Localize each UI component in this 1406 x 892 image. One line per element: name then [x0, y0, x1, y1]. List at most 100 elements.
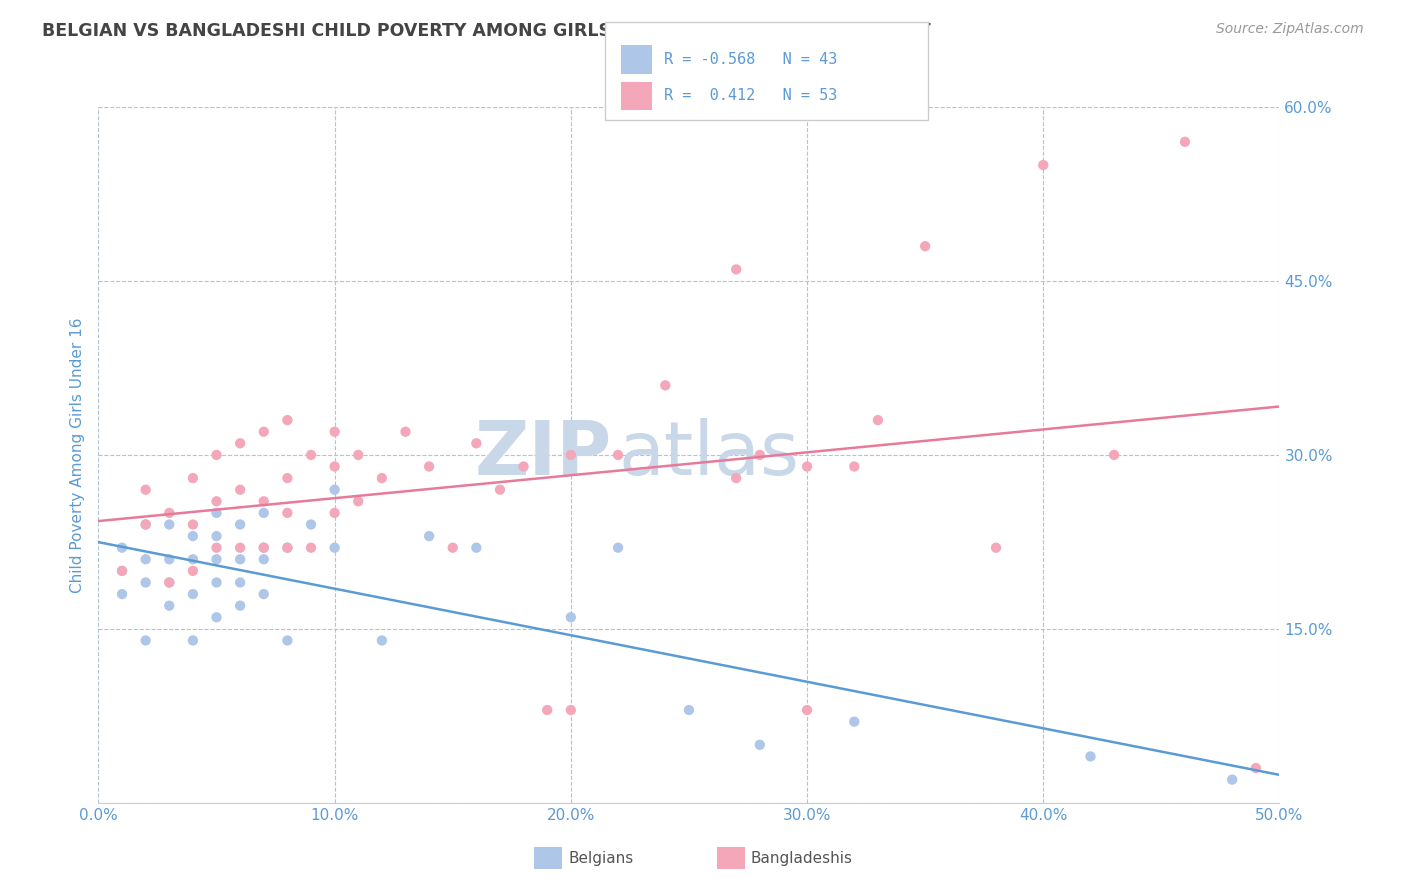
Point	[347, 448, 370, 462]
Point	[135, 517, 157, 532]
Point	[253, 552, 276, 566]
Point	[111, 564, 134, 578]
Point	[229, 517, 252, 532]
Point	[205, 448, 228, 462]
Point	[205, 506, 228, 520]
Point	[725, 262, 748, 277]
Text: ZIP: ZIP	[475, 418, 612, 491]
Point	[276, 413, 298, 427]
Point	[299, 541, 322, 555]
Point	[536, 703, 558, 717]
Point	[560, 448, 582, 462]
Point	[229, 541, 252, 555]
Point	[276, 633, 298, 648]
Point	[253, 506, 276, 520]
Point	[157, 506, 180, 520]
Point	[157, 575, 180, 590]
Point	[276, 471, 298, 485]
Point	[844, 714, 866, 729]
Point	[111, 541, 134, 555]
Point	[181, 633, 204, 648]
Point	[181, 529, 204, 543]
Point	[347, 494, 370, 508]
Point	[914, 239, 936, 253]
Text: Belgians: Belgians	[568, 851, 633, 865]
Point	[418, 459, 440, 474]
Point	[796, 703, 818, 717]
Point	[276, 541, 298, 555]
Text: R = -0.568   N = 43: R = -0.568 N = 43	[664, 52, 837, 67]
Point	[181, 471, 204, 485]
Point	[465, 436, 488, 450]
Point	[181, 564, 204, 578]
Point	[1032, 158, 1054, 172]
Point	[844, 459, 866, 474]
Point	[607, 541, 630, 555]
Point	[748, 738, 770, 752]
Text: R =  0.412   N = 53: R = 0.412 N = 53	[664, 88, 837, 103]
Point	[157, 552, 180, 566]
Point	[229, 436, 252, 450]
Point	[1102, 448, 1125, 462]
Text: BELGIAN VS BANGLADESHI CHILD POVERTY AMONG GIRLS UNDER 16 CORRELATION CHART: BELGIAN VS BANGLADESHI CHILD POVERTY AMO…	[42, 22, 931, 40]
Point	[323, 425, 346, 439]
Y-axis label: Child Poverty Among Girls Under 16: Child Poverty Among Girls Under 16	[69, 318, 84, 592]
Point	[607, 448, 630, 462]
Point	[323, 483, 346, 497]
Point	[253, 541, 276, 555]
Point	[229, 552, 252, 566]
Point	[866, 413, 889, 427]
Text: atlas: atlas	[619, 418, 799, 491]
Point	[253, 587, 276, 601]
Point	[1220, 772, 1243, 787]
Point	[253, 541, 276, 555]
Point	[371, 471, 394, 485]
Point	[276, 506, 298, 520]
Point	[560, 610, 582, 624]
Point	[135, 483, 157, 497]
Point	[796, 459, 818, 474]
Point	[181, 552, 204, 566]
Point	[489, 483, 512, 497]
Point	[111, 587, 134, 601]
Point	[157, 599, 180, 613]
Point	[135, 552, 157, 566]
Point	[135, 575, 157, 590]
Point	[323, 506, 346, 520]
Point	[205, 529, 228, 543]
Point	[323, 459, 346, 474]
Point	[748, 448, 770, 462]
Point	[229, 575, 252, 590]
Point	[654, 378, 676, 392]
Point	[323, 541, 346, 555]
Point	[229, 483, 252, 497]
Point	[205, 610, 228, 624]
Point	[1080, 749, 1102, 764]
Point	[253, 425, 276, 439]
Point	[181, 517, 204, 532]
Point	[465, 541, 488, 555]
Point	[299, 448, 322, 462]
Point	[560, 703, 582, 717]
Point	[299, 517, 322, 532]
Point	[1174, 135, 1197, 149]
Point	[111, 564, 134, 578]
Point	[441, 541, 464, 555]
Point	[157, 575, 180, 590]
Point	[135, 517, 157, 532]
Text: Bangladeshis: Bangladeshis	[751, 851, 853, 865]
Point	[276, 541, 298, 555]
Point	[205, 541, 228, 555]
Point	[157, 517, 180, 532]
Point	[725, 471, 748, 485]
Point	[371, 633, 394, 648]
Point	[205, 552, 228, 566]
Point	[205, 494, 228, 508]
Point	[512, 459, 534, 474]
Point	[678, 703, 700, 717]
Point	[418, 529, 440, 543]
Point	[205, 575, 228, 590]
Point	[181, 587, 204, 601]
Point	[229, 599, 252, 613]
Text: Source: ZipAtlas.com: Source: ZipAtlas.com	[1216, 22, 1364, 37]
